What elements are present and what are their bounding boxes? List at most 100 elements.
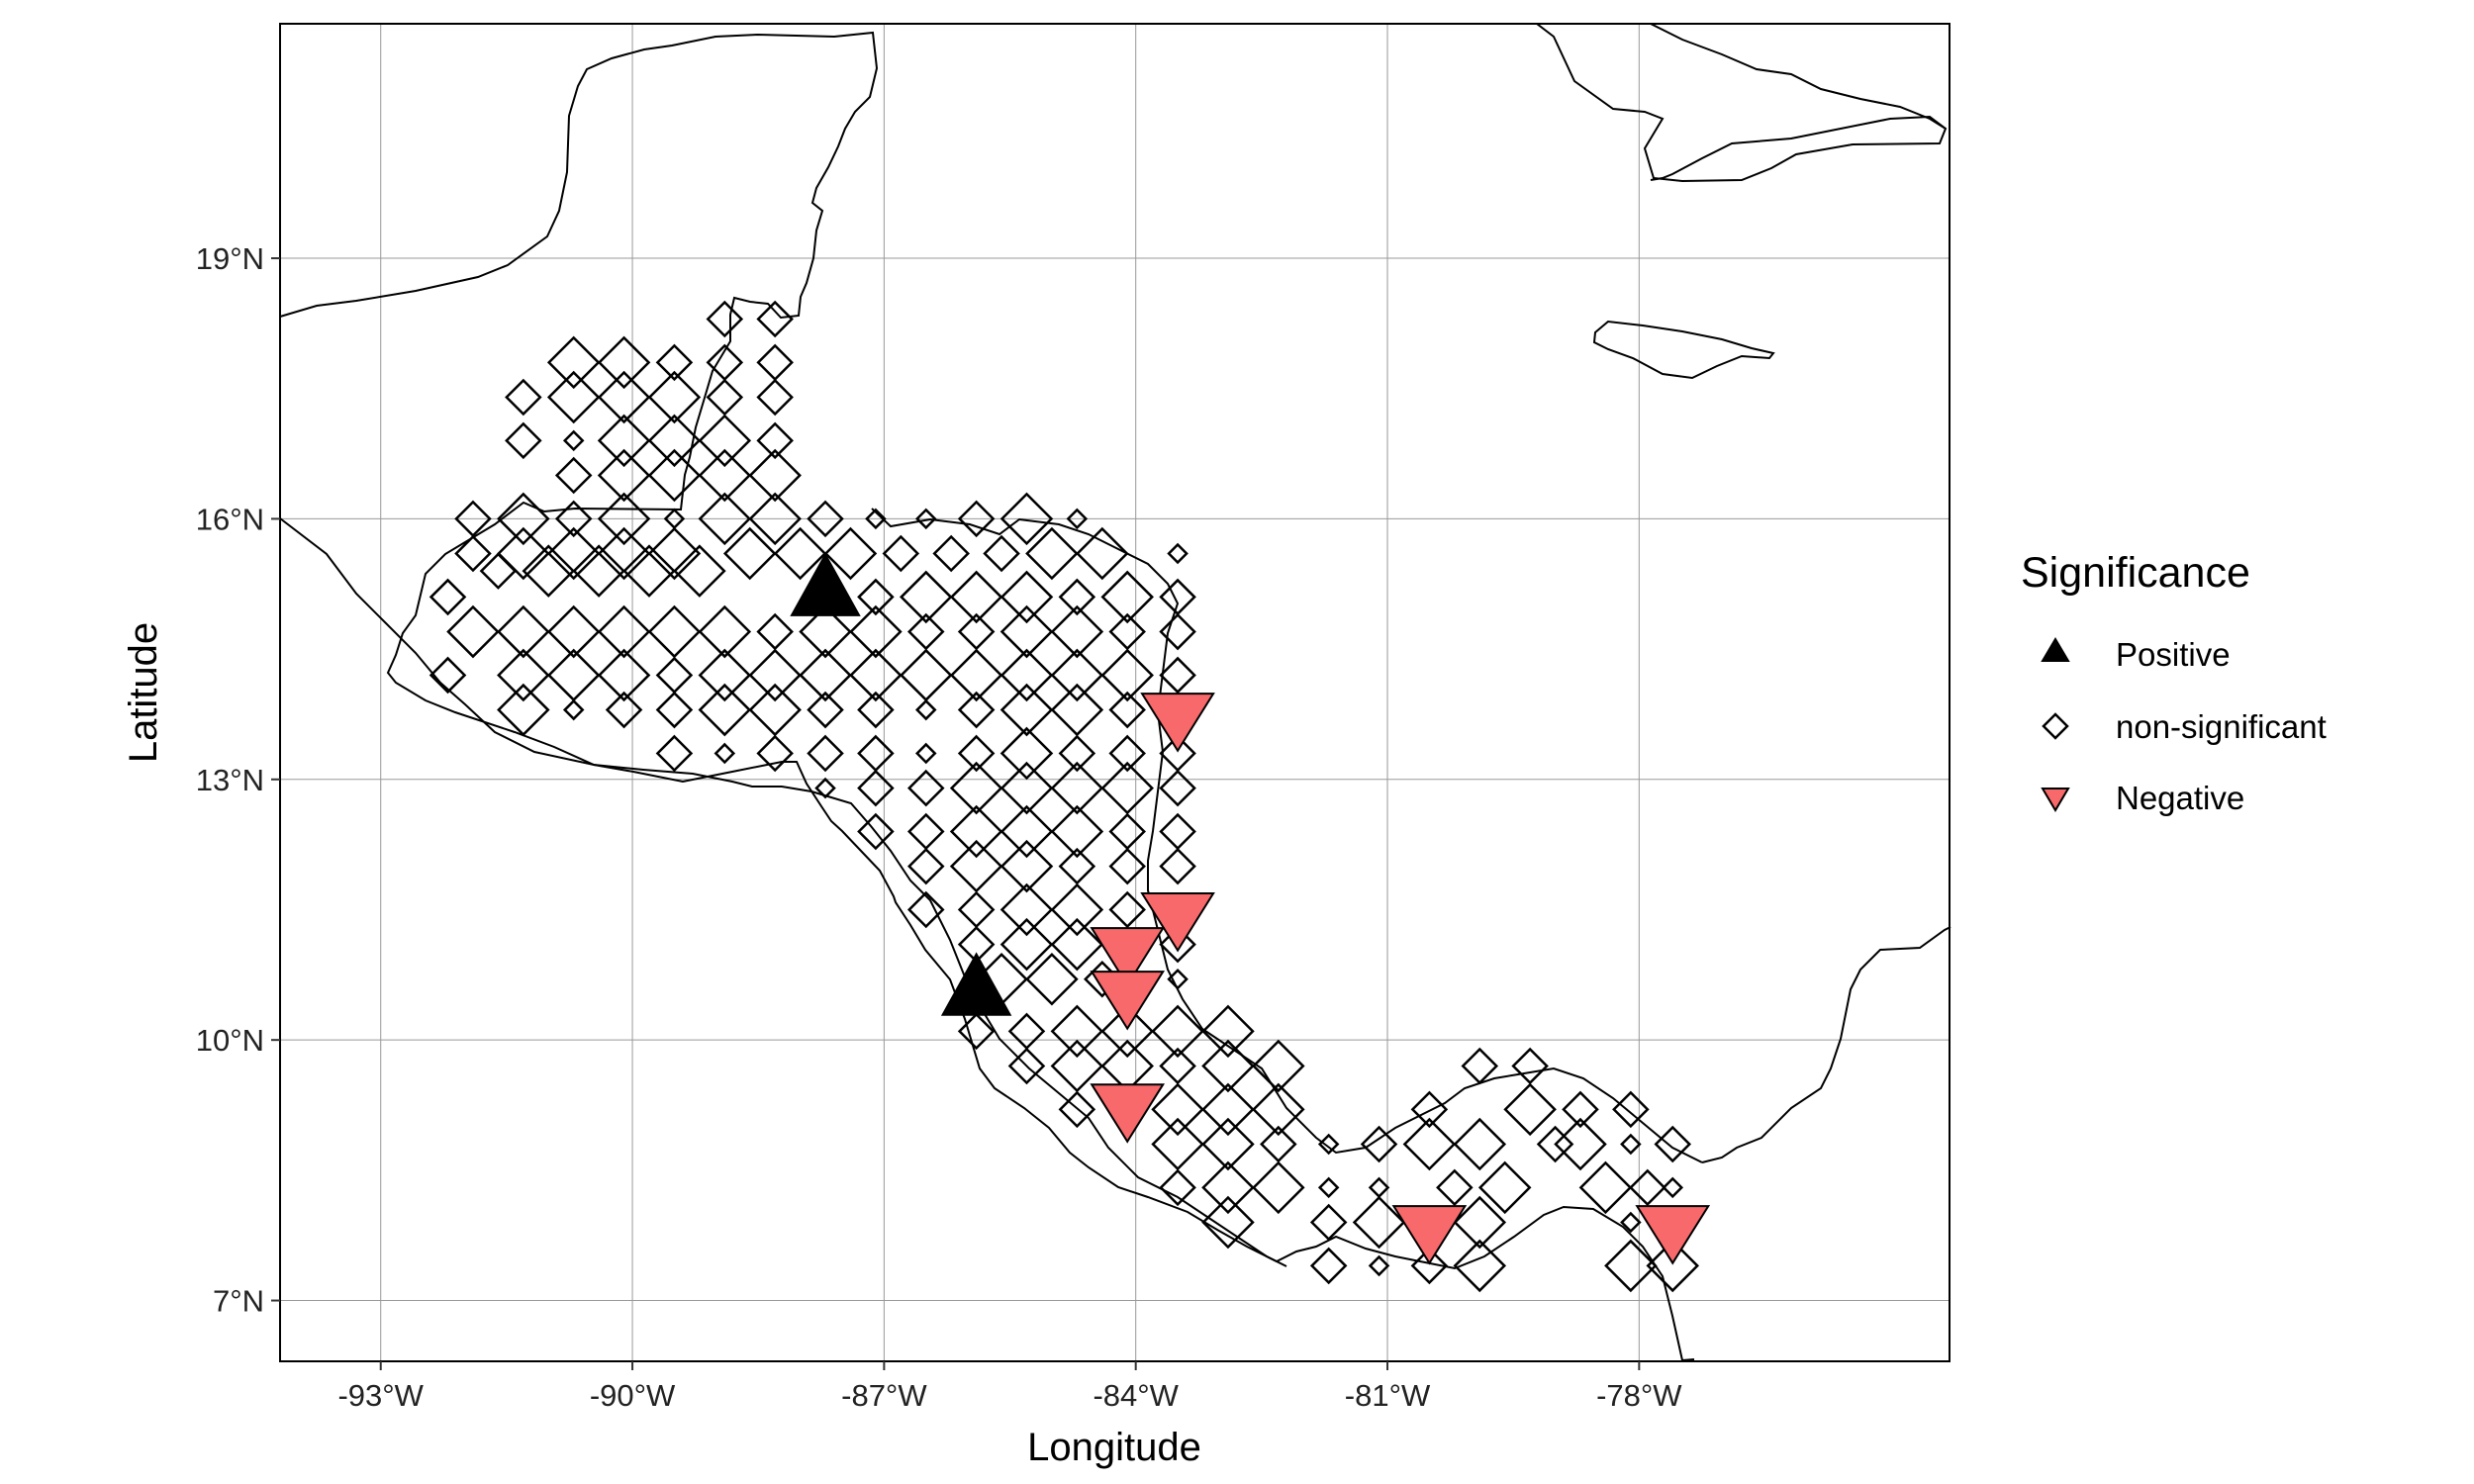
nonsignificant-diamond [957, 691, 996, 729]
nonsignificant-diamond [1151, 1004, 1204, 1059]
nonsignificant-diamond [597, 414, 651, 468]
y-tick-label: 19°N [196, 241, 264, 276]
nonsignificant-diamond [1477, 1160, 1532, 1215]
nonsignificant-diamond [706, 378, 744, 417]
nonsignificant-diamond [957, 500, 996, 538]
nonsignificant-diamond [597, 448, 651, 503]
nonsignificant-diamond [807, 500, 844, 538]
nonsignificant-diamond [799, 604, 852, 659]
nonsignificant-diamond [949, 648, 1003, 702]
nonsignificant-diamond [1402, 1117, 1457, 1171]
nonsignificant-diamond [1050, 604, 1104, 659]
nonsignificant-diamond [949, 839, 1003, 893]
coastline-jamaica [1592, 320, 1775, 380]
y-tick-label: 13°N [196, 763, 264, 797]
nonsignificant-diamond [706, 300, 744, 338]
positive-points [790, 552, 1012, 1016]
nonsignificant-diamond [1252, 1160, 1305, 1215]
nonsignificant-diamond [622, 544, 676, 598]
nonsignificant-diamond [479, 552, 518, 590]
nonsignificant-diamond [1620, 1133, 1642, 1156]
nonsignificant-diamond [1159, 612, 1196, 651]
nonsignificant-diamond [698, 604, 752, 659]
nonsignificant-diamond [554, 456, 593, 495]
coastline-pacific [279, 517, 1287, 1267]
nonsignificant-diamond [1352, 1195, 1406, 1250]
nonsignificant-diamond [1050, 683, 1104, 737]
nonsignificant-diamond [914, 698, 937, 721]
nonsignificant-diamond [999, 648, 1054, 702]
nonsignificant-diamond [857, 812, 895, 851]
nonsignificant-diamond [914, 742, 937, 765]
nonsignificant-diamond [983, 534, 1020, 573]
nonsignificant-diamond [1562, 1090, 1599, 1129]
nonsignificant-diamond [1360, 1125, 1398, 1163]
nonsignificant-diamond [1108, 734, 1146, 773]
nonsignificant-diamond [1159, 925, 1196, 964]
coastline-cuba [1475, 23, 1948, 183]
nonsignificant-diamond [1167, 542, 1189, 565]
nonsignificant-diamond [807, 691, 844, 729]
nonsignificant-diamond [906, 847, 945, 885]
nonsignificant-diamond [849, 604, 903, 659]
x-tick-label: -81°W [1345, 1378, 1431, 1413]
nonsignificant-diamond [1050, 917, 1104, 972]
legend-label-negative: Negative [2116, 780, 2244, 816]
nonsignificant-diamond [748, 492, 802, 546]
negative-triangle [1140, 892, 1215, 953]
nonsignificant-diamond [647, 448, 702, 503]
nonsignificant-diamond [906, 612, 945, 651]
nonsignificant-diamond [999, 917, 1054, 972]
coastlines [279, 23, 1951, 1362]
nonsignificant-diamond [1436, 1168, 1474, 1207]
nonsignificant-diamond [849, 648, 903, 702]
nonsignificant-diamond [857, 578, 895, 616]
nonsignificant-diamond [756, 378, 794, 417]
nonsignificant-diamond [756, 734, 794, 773]
graticule-grid [280, 24, 1950, 1361]
x-axis-title: Longitude [1027, 1426, 1201, 1469]
y-axis-title: Latitude [122, 622, 165, 763]
y-tick-label: 7°N [213, 1284, 264, 1319]
nonsignificant-diamond [522, 544, 576, 598]
nonsignificant-diamond [505, 378, 542, 417]
nonsignificant-diamond [647, 526, 702, 581]
nonsignificant-diamond [949, 761, 1003, 815]
legend-triangle-up-icon [2041, 637, 2070, 662]
nonsignificant-diamond [1100, 761, 1154, 815]
legend-item-positive: Positive [2041, 636, 2231, 673]
nonsignificant-diamond [1654, 1125, 1692, 1163]
nonsignificant-diamond [546, 370, 601, 424]
nonsignificant-diamond [1317, 1133, 1340, 1156]
nonsignificant-diamond [546, 335, 601, 390]
nonsignificant-diamond [605, 691, 643, 729]
nonsignificant-diamond [957, 1012, 996, 1051]
nonsignificant-diamond [1108, 847, 1146, 885]
nonsignificant-diamond [949, 570, 1003, 624]
legend-item-negative: Negative [2041, 780, 2244, 816]
nonsignificant-diamond [647, 604, 702, 659]
nonsignificant-diamond [597, 648, 651, 702]
nonsignificant-diamond [1201, 1039, 1255, 1093]
nonsignificant-diamond [1260, 1125, 1297, 1163]
nonsignificant-diamond [1511, 1047, 1549, 1085]
legend-label-positive: Positive [2116, 636, 2231, 673]
nonsignificant-diamond [906, 890, 945, 929]
nonsignificant-diamond [1309, 1203, 1348, 1242]
nonsignificant-diamond [882, 534, 920, 573]
nonsignificant-diamond [1108, 691, 1146, 729]
nonsignificant-diamond [1076, 526, 1129, 581]
legend-diamond-icon [2042, 712, 2069, 740]
x-tick-label: -90°W [590, 1378, 676, 1413]
nonsignificant-diamond [1050, 804, 1104, 859]
nonsignificant-diamond [597, 370, 651, 424]
nonsignificant-diamond [1620, 1211, 1642, 1234]
negative-triangle [1090, 1083, 1166, 1144]
nonsignificant-diamond [1167, 968, 1189, 990]
nonsignificant-diamond [999, 761, 1054, 815]
nonsignificant-diamond [655, 734, 694, 773]
nonsignificant-diamond [1058, 847, 1096, 885]
nonsignificant-diamond [497, 492, 550, 546]
nonsignificant-diamond [1201, 1160, 1255, 1215]
nonsignificant-diamond [1662, 1176, 1684, 1199]
